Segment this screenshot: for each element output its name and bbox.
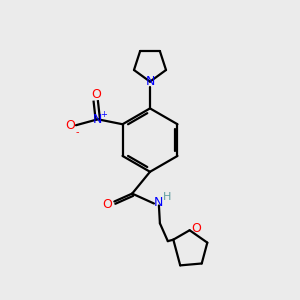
Text: O: O [103, 198, 112, 211]
Text: N: N [93, 113, 103, 126]
Text: N: N [154, 196, 164, 209]
Text: O: O [192, 222, 202, 235]
Text: O: O [65, 119, 75, 132]
Text: -: - [75, 127, 79, 137]
Text: +: + [100, 110, 107, 119]
Text: N: N [145, 75, 155, 88]
Text: O: O [91, 88, 101, 101]
Text: H: H [163, 192, 171, 202]
